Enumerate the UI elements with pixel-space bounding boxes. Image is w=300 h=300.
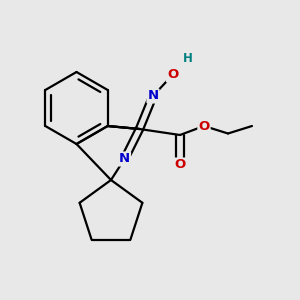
Text: O: O <box>167 68 178 82</box>
Text: H: H <box>183 52 192 65</box>
Text: N: N <box>147 89 159 103</box>
Text: N: N <box>119 152 130 166</box>
Text: O: O <box>198 119 210 133</box>
Text: O: O <box>174 158 186 172</box>
